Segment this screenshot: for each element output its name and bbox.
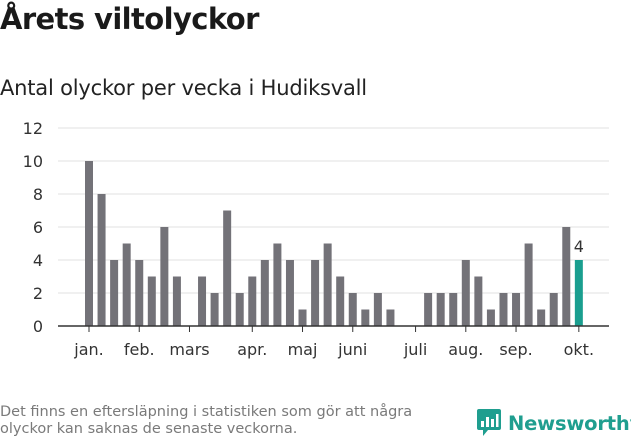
bar (198, 276, 207, 326)
x-tick-label: jan. (73, 340, 103, 359)
bar (298, 309, 307, 326)
y-tick-label: 0 (33, 317, 43, 336)
x-tick-label: okt. (564, 340, 594, 359)
bar (549, 293, 558, 326)
bar (285, 260, 294, 326)
x-tick-label: juni (337, 340, 367, 359)
brand-name: Newsworthy (508, 411, 631, 435)
bar (223, 210, 232, 326)
bar (97, 194, 106, 326)
bar (235, 293, 244, 326)
bar (260, 260, 269, 326)
y-tick-label: 2 (33, 284, 43, 303)
y-tick-label: 6 (33, 218, 43, 237)
bar (474, 276, 483, 326)
bar (562, 227, 571, 326)
y-tick-label: 4 (33, 251, 43, 270)
bar (512, 293, 521, 326)
x-tick-label: mars (169, 340, 209, 359)
bar (386, 309, 395, 326)
highlight-bar (574, 260, 583, 326)
bar (273, 243, 282, 326)
bar (499, 293, 508, 326)
bar (361, 309, 370, 326)
data-label: 4 (574, 237, 584, 256)
x-tick-label: feb. (124, 340, 155, 359)
x-tick-label: apr. (237, 340, 267, 359)
x-tick-label: maj (288, 340, 318, 359)
bar (537, 309, 546, 326)
chart-subtitle: Antal olyckor per vecka i Hudiksvall (0, 76, 367, 100)
bar (323, 243, 332, 326)
bar (135, 260, 144, 326)
bar (122, 243, 131, 326)
bar (110, 260, 119, 326)
bar (461, 260, 470, 326)
bar (160, 227, 169, 326)
page-title: Årets viltolyckor (0, 2, 259, 36)
x-tick-label: aug. (448, 340, 483, 359)
bar (424, 293, 433, 326)
bar (172, 276, 181, 326)
bar (248, 276, 257, 326)
bar (449, 293, 458, 326)
x-tick-label: juli (403, 340, 427, 359)
bar (210, 293, 219, 326)
bar (311, 260, 320, 326)
bar (336, 276, 345, 326)
y-tick-label: 10 (23, 152, 43, 171)
bar (348, 293, 357, 326)
bar (524, 243, 533, 326)
y-tick-label: 8 (33, 185, 43, 204)
bar-chart: 0 2 4 6 8 10 12 4 jan. feb. mars apr. maj juni juli aug… (23, 119, 609, 359)
bar (373, 293, 382, 326)
newsworthy-chart-icon (477, 409, 501, 436)
bar (147, 276, 156, 326)
y-tick-label: 12 (23, 119, 43, 138)
footnote: Det finns en eftersläpning i statistiken… (0, 404, 413, 437)
bar (85, 161, 93, 326)
bar (436, 293, 445, 326)
bar (486, 309, 495, 326)
newsworthy-logo[interactable]: Newsworthy (476, 408, 631, 438)
x-tick-label: sep. (499, 340, 532, 359)
